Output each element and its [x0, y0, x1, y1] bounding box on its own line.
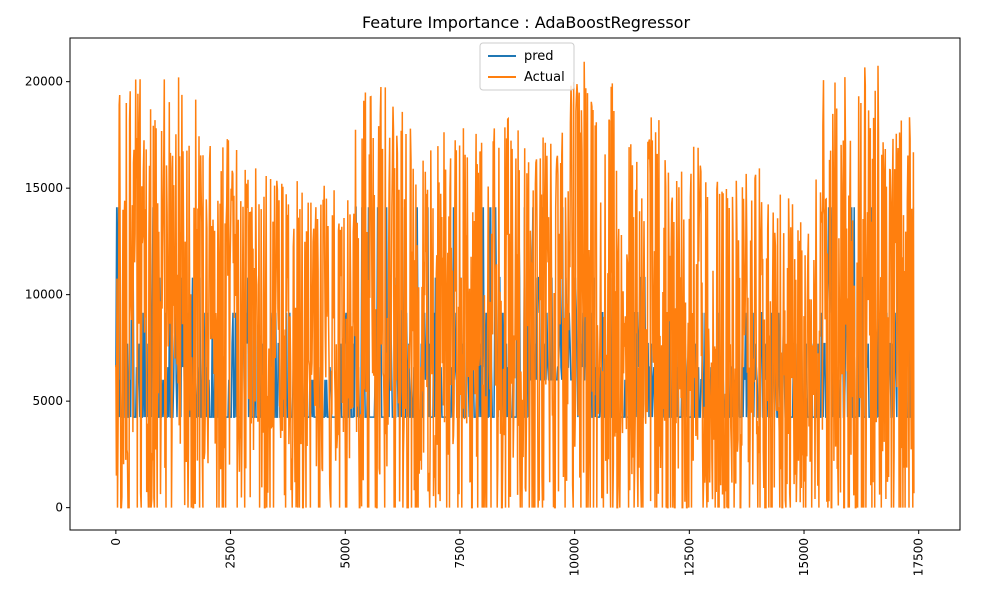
x-tick-label: 10000	[568, 538, 582, 576]
x-tick-label: 17500	[912, 538, 926, 576]
legend-label-actual: Actual	[524, 70, 565, 85]
chart-title: Feature Importance : AdaBoostRegressor	[362, 13, 691, 32]
x-tick-label: 2500	[224, 538, 238, 569]
axes-frame	[69, 37, 961, 531]
x-tick-label: 15000	[797, 538, 811, 576]
y-tick-label: 10000	[25, 288, 63, 302]
y-tick-label: 0	[55, 501, 63, 515]
x-tick-label: 7500	[453, 538, 467, 569]
series-line-actual	[115, 61, 915, 509]
x-tick-label: 12500	[682, 538, 696, 576]
y-tick-label: 5000	[32, 394, 63, 408]
y-tick-label: 20000	[25, 75, 63, 89]
x-tick-label: 5000	[338, 538, 352, 569]
y-tick-label: 15000	[25, 181, 63, 195]
axes: 0 2500 5000 7500 10000 12500 15000 17500 0 5000 10…	[25, 37, 961, 576]
legend-label-pred: pred	[524, 49, 554, 64]
legend-box	[479, 42, 575, 91]
legend: pred Actual	[479, 42, 575, 91]
plot-area	[115, 61, 915, 509]
x-tick-label: 0	[109, 538, 123, 546]
